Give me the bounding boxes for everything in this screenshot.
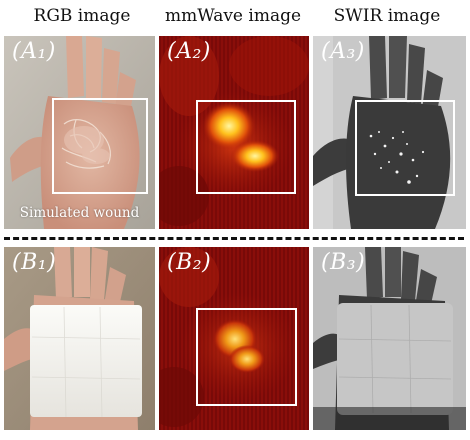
rgb-bandaged-hand-image [4,247,155,430]
roi-box [52,98,148,194]
panel-label-a3: (A₃) [321,39,365,64]
panel-label-b2: (B₂) [167,250,212,275]
mmwave-column-title: mmWave image [164,6,302,26]
roi-box [355,100,455,196]
mmwave-bandage-heatmap [159,247,309,430]
panel-label-b3: (B₃) [321,250,366,275]
simulated-wound-label: Simulated wound [19,205,140,221]
mmwave-wound-heatmap [159,36,309,229]
rgb-column-title: RGB image [33,6,131,26]
roi-box [196,308,297,406]
panel-label-b1: (B₁) [12,250,57,275]
panel-a2-mmwave-wound: (A₂) [159,36,309,229]
panel-label-a1: (A₁) [12,39,56,64]
panel-a3-swir-wound: (A₃) [313,36,466,229]
row-divider [4,237,464,240]
panel-label-a2: (A₂) [167,39,211,64]
rgb-wound-hand-image [4,36,155,229]
panel-b2-mmwave-bandage: (B₂) [159,247,309,430]
panel-b1-rgb-bandage: (B₁) [4,247,155,430]
panel-b3-swir-bandage: (B₃) [313,247,466,430]
swir-wound-hand-image [313,36,466,229]
roi-box [196,100,296,194]
panel-a1-rgb-wound: (A₁) Simulated wound [4,36,155,229]
swir-column-title: SWIR image [333,6,441,26]
swir-bandaged-hand-image [313,247,466,430]
